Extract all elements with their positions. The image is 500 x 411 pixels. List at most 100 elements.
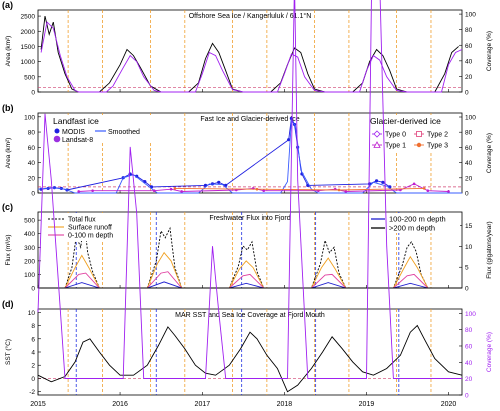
x-tick-label: 2019 [359,401,375,408]
legend-right: 100-200 m depth>200 m depth [368,213,460,233]
y-tick-label: 1000 [21,59,36,66]
panel-title: Fast Ice and Glacier-derived Ice [200,116,299,123]
data-point [170,188,173,191]
y-tick-label: 40 [28,160,36,167]
y-tick-label: 400 [24,231,35,238]
x-tick-label: 2015 [30,401,46,408]
y-tick-label: -2 [29,389,35,396]
y-right-tick-label: 80 [465,327,473,334]
legend-marker [55,129,60,134]
y-right-tick-label: 40 [465,160,473,167]
series-line [175,188,424,190]
y-axis-right-label: Coverage (%) [486,332,493,372]
panel-frame [38,10,462,92]
panel-b: 0 20 40 60 80 100 0 20 40 60 80 100 Area (km²) Covera… [2,103,493,198]
y-right-tick-label: 20 [465,376,473,383]
panel-title: Offshore Sea Ice / Kangerluluk / 61.1°N [189,12,312,20]
legend-label: 100-200 m depth [389,215,446,224]
legend-label: MODIS [62,129,85,136]
y-axis-right-label: Coverage (%) [486,133,493,173]
legend-title: Landfast ice [53,116,99,126]
y-right-tick-label: 20 [465,175,473,182]
legend-label: Type 2 [427,132,448,139]
panel-title: Freshwater Flux into Fjord [209,215,290,222]
y-right-tick-label: 10 [465,244,473,251]
y-right-tick-label: 0 [465,286,469,293]
panel-title: MAR SST and Sea Ice Coverage at Fjord Mo… [175,312,325,319]
x-tick-label: 2016 [112,401,128,408]
series-line [41,16,459,92]
data-point [174,187,177,190]
y-right-tick-label: 60 [465,145,473,152]
panel-a: 0 500 1000 1500 2000 2500 0 20 40 60 80 100 Area (km… [2,0,493,97]
y-right-tick-label: 100 [465,115,476,122]
y-right-tick-label: 5 [465,265,469,272]
x-tick-label: 2020 [441,401,457,408]
series-line [65,272,428,288]
y-tick-label: 0 [31,90,35,97]
y-tick-label: 100 [24,114,35,121]
legend-marker [417,143,421,147]
data-point [447,190,450,193]
legend-right: Glacier-derived ice Type 0 Type 2 Type 1 Typ… [368,115,458,153]
data-point [262,189,265,192]
y-right-tick-label: 0 [465,393,469,400]
y-axis-label: Flux (m³/s) [5,234,12,265]
legend-label: >200 m depth [389,224,435,233]
y-tick-label: 4 [31,350,35,357]
x-tick-label: 2017 [195,401,211,408]
data-point [77,190,80,193]
y-right-tick-label: 100 [465,12,476,19]
data-point [153,189,156,192]
legend-label: Type 0 [385,132,406,139]
y-tick-label: 2 [31,363,35,370]
y-tick-label: 0 [31,286,35,293]
data-point [423,187,426,190]
series-line [41,22,462,92]
series-line [65,282,428,288]
y-axis-label: SST (°C) [4,339,12,365]
y-right-tick-label: 60 [465,43,473,50]
y-tick-label: 10 [28,310,36,317]
y-axis-right-label: Flux (gigatons/year) [486,221,493,278]
data-point [375,179,378,182]
y-tick-label: 2500 [21,14,36,21]
y-tick-label: 8 [31,323,35,330]
legend-left: Landfast ice MODIS Smoothed Landsat-8 [50,115,170,144]
y-tick-label: 500 [24,74,35,81]
y-tick-label: 500 [24,218,35,225]
panel-frame [38,309,462,395]
y-tick-label: 0 [31,376,35,383]
y-right-tick-label: 20 [465,74,473,81]
y-tick-label: 1500 [21,44,36,51]
y-tick-label: 0 [31,191,35,198]
y-tick-label: 20 [28,175,36,182]
y-right-tick-label: 40 [465,360,473,367]
series-line [38,326,462,392]
legend-label: Total flux [68,217,96,224]
y-axis-right-label: Coverage (%) [486,31,493,71]
panel-label: (b) [2,103,14,113]
y-right-tick-label: 0 [465,191,469,198]
y-tick-label: 60 [28,145,36,152]
y-right-tick-label: 80 [465,130,473,137]
data-point [217,181,220,184]
data-point [427,189,430,192]
legend-marker [54,136,61,143]
panel-label: (a) [2,0,13,10]
y-tick-label: 2000 [21,29,36,36]
panel-label: (d) [2,299,14,309]
data-point [344,190,347,193]
y-right-tick-label: 0 [465,90,469,97]
legend-label: Type 3 [427,143,448,150]
y-tick-label: 6 [31,336,35,343]
legend-title: Glacier-derived ice [370,116,441,126]
legend-label: 0-100 m depth [68,233,113,240]
y-right-tick-label: 100 [465,311,476,318]
panel-c: 0 100 200 300 400 500 0 5 10 15 Flux (m³/s) Flux (g… [2,202,493,293]
y-right-tick-label: 80 [465,27,473,34]
legend-label: Type 1 [385,143,406,150]
y-axis-label: Area (km²) [5,138,12,169]
